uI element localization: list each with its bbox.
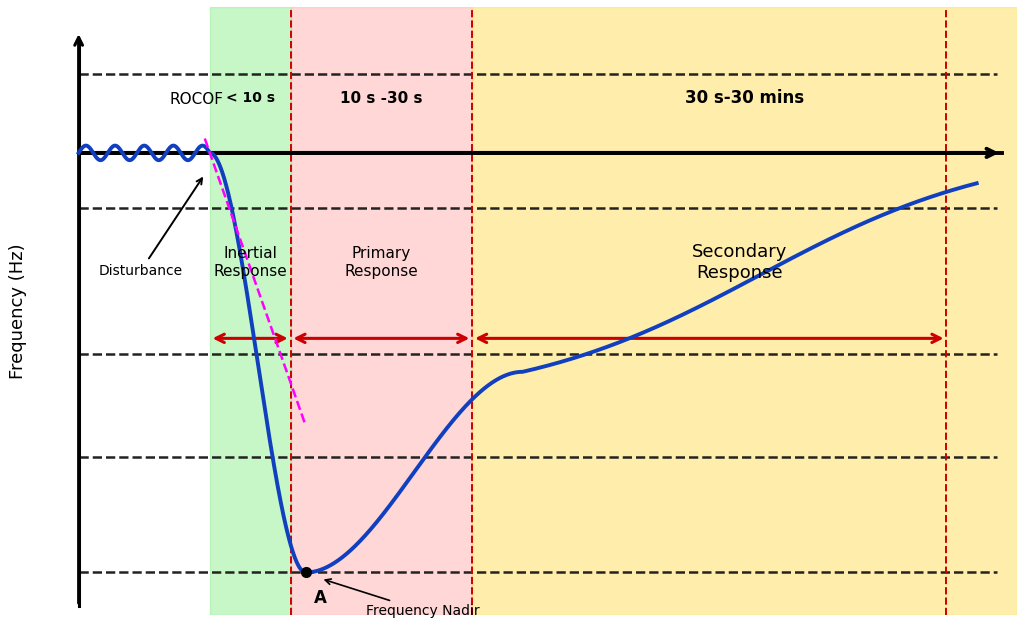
Bar — [472, 7, 1017, 615]
Text: 10 s -30 s: 10 s -30 s — [340, 91, 423, 106]
Text: 30 s-30 mins: 30 s-30 mins — [685, 89, 804, 107]
Text: ROCOF: ROCOF — [169, 92, 223, 108]
Text: A: A — [313, 589, 327, 607]
Text: Inertial
Response: Inertial Response — [213, 246, 287, 279]
Bar — [291, 7, 472, 615]
Text: Secondary
Response: Secondary Response — [692, 243, 787, 282]
Text: Disturbance: Disturbance — [99, 178, 202, 278]
Text: Frequency (Hz): Frequency (Hz) — [9, 243, 27, 379]
Text: Frequency Nadir: Frequency Nadir — [326, 579, 480, 618]
Text: Primary
Response: Primary Response — [344, 246, 418, 279]
Text: < 10 s: < 10 s — [225, 91, 274, 105]
Bar — [210, 7, 291, 615]
